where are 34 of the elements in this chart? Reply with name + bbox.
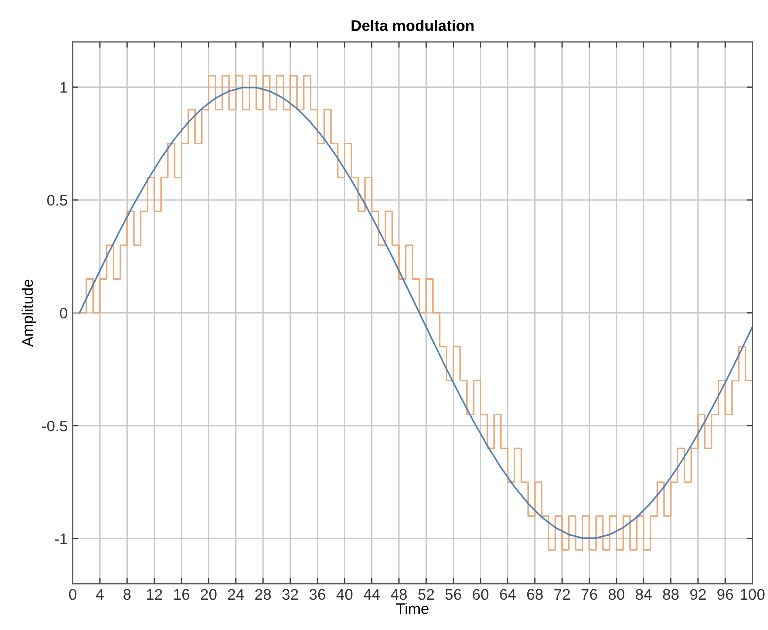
y-tick-label: -0.5	[42, 420, 68, 432]
x-tick-label: 4	[96, 589, 104, 600]
y-tick-label: 0.5	[47, 195, 68, 206]
x-tick-label: 96	[718, 589, 734, 600]
x-tick-label: 84	[636, 589, 652, 600]
x-tick-label: 24	[228, 589, 244, 600]
x-tick-label: 12	[147, 589, 162, 600]
x-tick-label: 8	[124, 589, 131, 600]
x-tick-label: 56	[446, 589, 462, 600]
x-tick-label: 64	[500, 589, 516, 600]
x-tick-label: 44	[364, 589, 380, 600]
x-tick-label: 52	[418, 589, 434, 600]
x-tick-label: 68	[527, 589, 543, 600]
x-tick-label: 16	[174, 589, 190, 600]
x-tick-label: 36	[310, 589, 326, 600]
x-tick-label: 76	[582, 589, 598, 600]
chart-title: Delta modulation	[352, 20, 474, 32]
y-tick-label: -1	[55, 534, 68, 544]
x-tick-label: 80	[608, 589, 625, 600]
x-tick-label: 40	[336, 589, 353, 600]
x-tick-label: 0	[69, 589, 77, 600]
y-tick-label: 0	[60, 308, 68, 319]
y-axis-title: Amplitude	[22, 280, 36, 348]
x-tick-label: 48	[391, 589, 408, 600]
x-tick-label: 92	[690, 589, 706, 600]
x-tick-label: 100	[741, 589, 765, 600]
x-tick-label: 72	[554, 589, 570, 600]
x-tick-label: 32	[282, 589, 298, 600]
x-tick-label: 88	[663, 589, 679, 600]
x-tick-label: 28	[256, 589, 272, 600]
x-tick-label: 20	[201, 589, 217, 600]
y-tick-label: 1	[60, 82, 68, 93]
x-tick-label: 60	[473, 589, 489, 600]
x-axis-title: Time	[396, 603, 429, 614]
